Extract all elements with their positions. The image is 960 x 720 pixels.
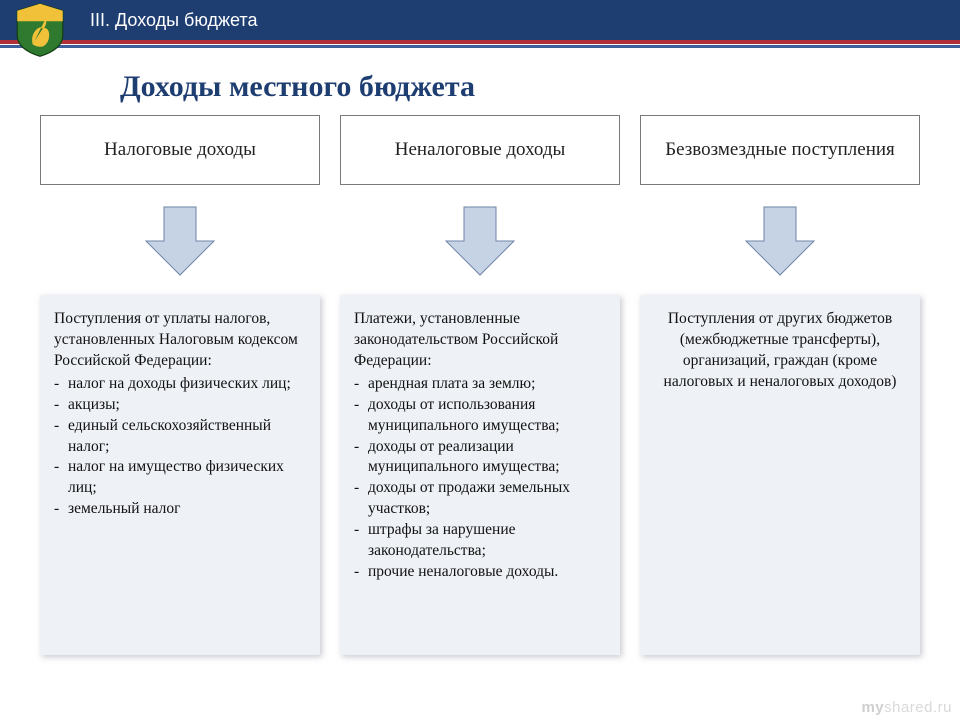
desc-intro: Платежи, установленные законодательством… xyxy=(354,309,606,372)
list-item: налог на имущество физических лиц; xyxy=(54,457,306,499)
desc-box-nontax: Платежи, установленные законодательством… xyxy=(340,295,620,655)
arrow-tax xyxy=(140,205,220,277)
category-box-gratuitous: Безвозмездные поступления xyxy=(640,115,920,185)
list-item: арендная плата за землю; xyxy=(354,374,606,395)
down-arrow-icon xyxy=(140,205,220,277)
watermark-prefix: my xyxy=(861,699,884,716)
watermark-suffix: shared.ru xyxy=(884,699,952,716)
desc-box-tax: Поступления от уплаты налогов, установле… xyxy=(40,295,320,655)
arrow-nontax xyxy=(440,205,520,277)
column-gratuitous: Безвозмездные поступления Поступления от… xyxy=(640,115,920,655)
crest-icon xyxy=(10,2,70,58)
column-tax: Налоговые доходы Поступления от уплаты н… xyxy=(40,115,320,655)
list-item: налог на доходы физических лиц; xyxy=(54,374,306,395)
page-title: Доходы местного бюджета xyxy=(120,70,475,104)
list-item: прочие неналоговые доходы. xyxy=(354,562,606,583)
desc-box-gratuitous: Поступления от других бюджетов (межбюдже… xyxy=(640,295,920,655)
desc-list: арендная плата за землю; доходы от испол… xyxy=(354,374,606,583)
columns-container: Налоговые доходы Поступления от уплаты н… xyxy=(40,115,920,655)
list-item: доходы от реализации муниципального имущ… xyxy=(354,437,606,479)
list-item: доходы от продажи земельных участков; xyxy=(354,478,606,520)
column-nontax: Неналоговые доходы Платежи, установленны… xyxy=(340,115,620,655)
header-band: III. Доходы бюджета xyxy=(0,0,960,40)
arrow-gratuitous xyxy=(740,205,820,277)
list-item: земельный налог xyxy=(54,499,306,520)
list-item: доходы от использования муниципального и… xyxy=(354,395,606,437)
desc-intro: Поступления от других бюджетов (межбюдже… xyxy=(654,309,906,393)
category-box-nontax: Неналоговые доходы xyxy=(340,115,620,185)
list-item: акцизы; xyxy=(54,395,306,416)
desc-list: налог на доходы физических лиц; акцизы; … xyxy=(54,374,306,520)
header-section-label: III. Доходы бюджета xyxy=(90,10,257,31)
accent-bar xyxy=(0,40,960,48)
desc-intro: Поступления от уплаты налогов, установле… xyxy=(54,309,306,372)
watermark: myshared.ru xyxy=(861,699,952,716)
down-arrow-icon xyxy=(740,205,820,277)
down-arrow-icon xyxy=(440,205,520,277)
list-item: штрафы за нарушение законодательства; xyxy=(354,520,606,562)
list-item: единый сельскохозяйственный налог; xyxy=(54,416,306,458)
category-box-tax: Налоговые доходы xyxy=(40,115,320,185)
